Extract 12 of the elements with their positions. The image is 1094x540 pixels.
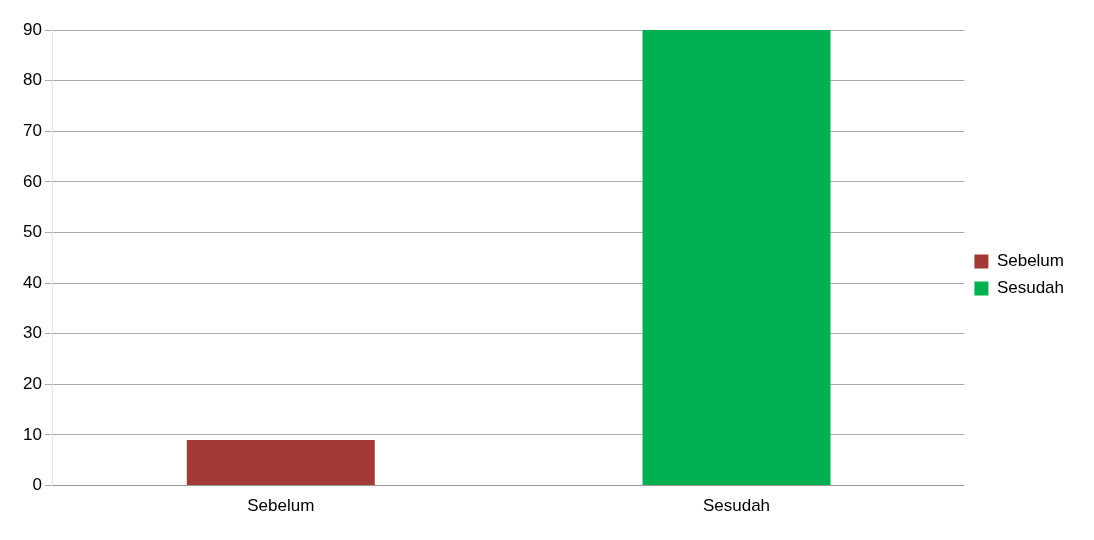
y-tick-label: 10 [22, 424, 42, 444]
y-tick-label: 80 [22, 70, 42, 90]
legend-label: Sebelum [996, 251, 1064, 271]
y-tick-label: 40 [22, 272, 42, 292]
y-tick-label: 60 [22, 171, 42, 191]
legend-label: Sesudah [996, 278, 1065, 298]
y-tick-label: 90 [22, 19, 42, 39]
y-tick-label: 0 [32, 475, 42, 495]
y-tick-label: 70 [22, 120, 42, 140]
y-tick-label: 30 [22, 323, 42, 343]
y-tick-label: 20 [22, 374, 42, 394]
y-tick-label: 50 [22, 222, 42, 242]
